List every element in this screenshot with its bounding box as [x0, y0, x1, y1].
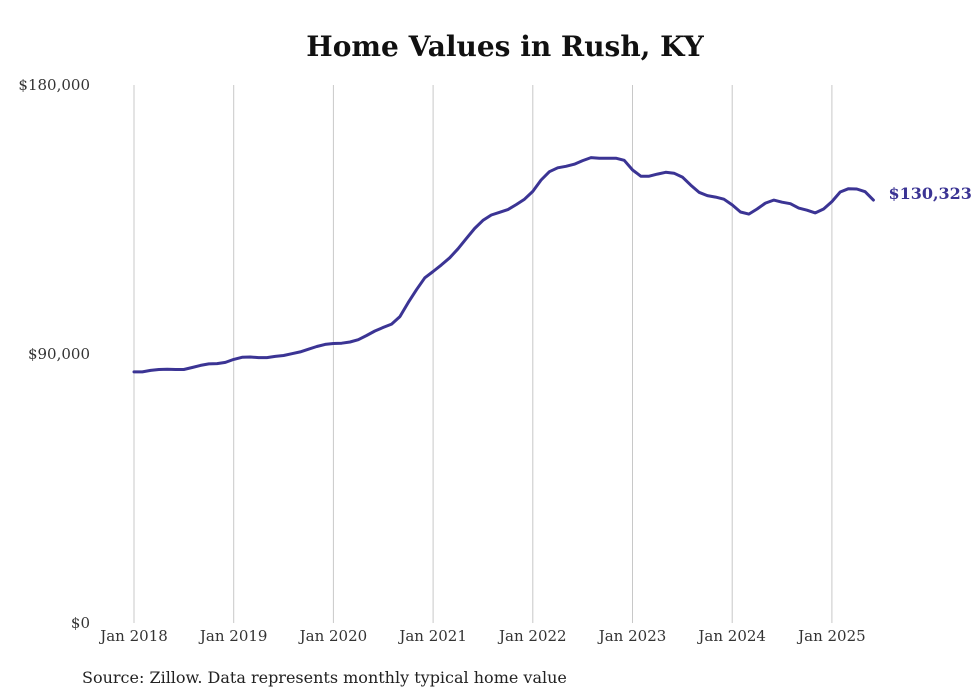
x-tick-label: Jan 2021	[397, 627, 467, 645]
y-tick-label: $90,000	[28, 345, 90, 363]
source-note: Source: Zillow. Data represents monthly …	[82, 668, 567, 687]
x-tick-label: Jan 2022	[497, 627, 567, 645]
series-line	[132, 156, 875, 374]
chart-title: Home Values in Rush, KY	[306, 30, 704, 63]
x-axis-tick-labels: Jan 2018 Jan 2019 Jan 2020 Jan 2021 Jan 2022…	[98, 627, 865, 645]
y-axis-tick-labels: $0 $90,000 $180,000	[18, 76, 90, 632]
x-tick-label: Jan 2025	[796, 627, 866, 645]
gridlines	[133, 85, 833, 623]
x-tick-label: Jan 2018	[98, 627, 168, 645]
y-tick-label: $180,000	[18, 76, 90, 94]
y-tick-label: $0	[71, 614, 90, 632]
series-layer	[132, 156, 875, 374]
x-tick-label: Jan 2019	[198, 627, 268, 645]
x-tick-label: Jan 2020	[298, 627, 368, 645]
x-tick-label: Jan 2023	[597, 627, 667, 645]
x-tick-label: Jan 2024	[696, 627, 766, 645]
end-value-label: $130,323	[888, 184, 972, 203]
